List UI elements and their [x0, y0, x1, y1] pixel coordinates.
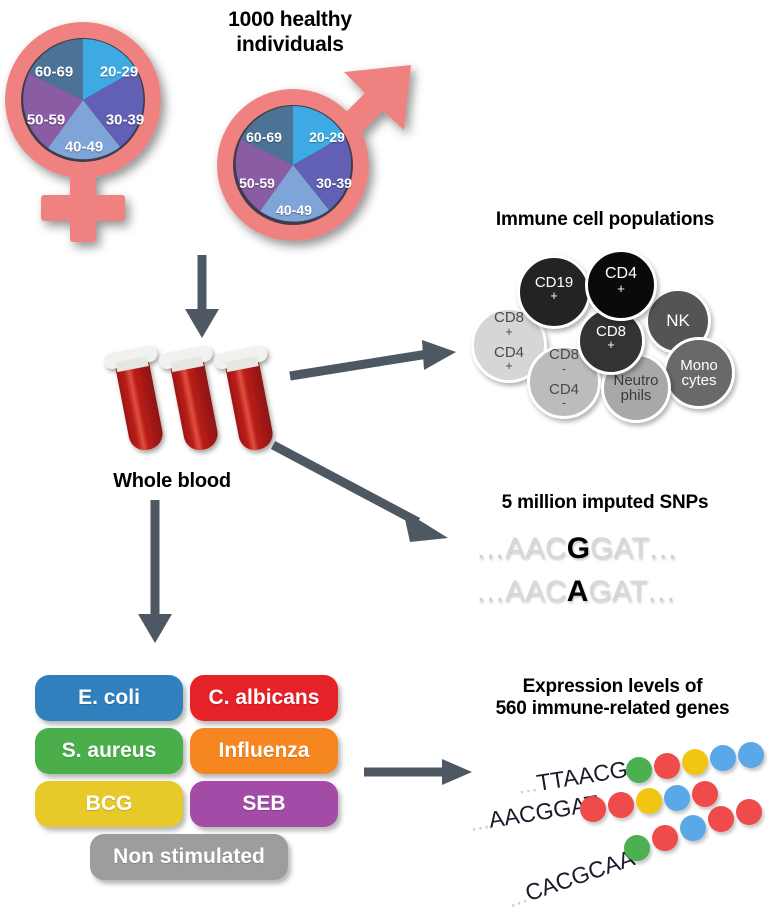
male-pie-label-40-49: 40-49: [276, 202, 312, 218]
snp-row1-variant: G: [566, 532, 591, 565]
stimulation-bcg[interactable]: BCG: [35, 781, 183, 827]
strand-2-bead-4: [664, 785, 690, 811]
expression-title-line2: 560 immune-related genes: [495, 698, 730, 720]
male-pie-label-20-29: 20-29: [309, 129, 345, 145]
male-symbol: 20-29 30-39 40-49 50-59 60-69: [205, 55, 420, 260]
male-age-pie: [235, 106, 352, 222]
cell-label-line1: Mono: [680, 356, 718, 374]
snp-row2-prefix: AAC: [505, 575, 567, 608]
arrow-to-snps: [270, 440, 460, 555]
strand-3-bead-4: [708, 806, 734, 832]
cell-label-line2: CD4 +: [493, 344, 524, 374]
cell-label-line2: CD4-: [548, 381, 579, 411]
snp-title: 5 million imputed SNPs: [501, 492, 709, 513]
arrow-to-immune-cells: [288, 340, 460, 390]
expression-title: Expression levels of 560 immune-related …: [460, 676, 765, 721]
strand-3-bead-3: [680, 815, 706, 841]
stimulation-seb[interactable]: SEB: [190, 781, 338, 827]
snp-leading-dots: ...: [477, 575, 506, 608]
snp-row2-variant: A: [566, 575, 589, 608]
cell-label-line1: CD19 +: [534, 273, 574, 303]
arrow-down-to-blood: [180, 255, 224, 340]
whole-blood-label: Whole blood: [113, 470, 231, 492]
strand-1-bead-4: [710, 745, 736, 771]
strand-1-bead-5: [738, 742, 764, 768]
stimulation-non-stimulated[interactable]: Non stimulated: [90, 834, 288, 880]
strand-3-bead-2: [652, 825, 678, 851]
strand-3-sequence: ...CACGCAA: [504, 844, 638, 913]
strand-2-bead-3: [636, 788, 662, 814]
strand-1-bead-3: [682, 749, 708, 775]
stimulation-influenza[interactable]: Influenza: [190, 728, 338, 774]
stimulation-e-coli[interactable]: E. coli: [35, 675, 183, 721]
snp-row2-suffix: GAT: [588, 575, 648, 608]
immune-cell-cluster: CD8 + CD4 + CD19 + CD4 + CD8 + NK Mono cytes …: [455, 245, 755, 423]
blood-tubes-icon: [96, 335, 296, 460]
female-age-pie: [23, 39, 144, 160]
female-pie-label-50-59: 50-59: [26, 111, 66, 129]
strand-3-bead-1: [624, 835, 650, 861]
male-pie-label-30-39: 30-39: [316, 175, 352, 191]
immune-cell-cd19p: CD19 +: [517, 255, 591, 329]
male-pie-label-60-69: 60-69: [246, 129, 282, 145]
female-pie-label-60-69: 60-69: [34, 63, 74, 81]
cell-label-line2: cytes: [681, 372, 717, 389]
snp-row-1: ...AACGGAT...: [477, 532, 678, 566]
strand-3-bead-5: [736, 799, 762, 825]
strand-1-bead-1: [626, 757, 652, 783]
cell-label-line1: CD8-: [548, 346, 579, 376]
strand-3-bases: CACGCAA: [521, 844, 638, 907]
arrow-to-expression: [364, 755, 474, 789]
immune-cell-populations-title: Immune cell populations: [495, 209, 715, 230]
strand-2-bead-5: [692, 781, 718, 807]
strand-2-bead-2: [608, 792, 634, 818]
snp-row1-suffix: GAT: [590, 532, 650, 565]
stimulation-c-albicans[interactable]: C. albicans: [190, 675, 338, 721]
cell-label-line1: CD4 +: [604, 265, 637, 297]
snp-row1-prefix: AAC: [505, 532, 567, 565]
cohort-title: 1000 healthy individuals: [228, 8, 352, 56]
expression-title-line1: Expression levels of: [522, 676, 703, 697]
stimulation-s-aureus[interactable]: S. aureus: [35, 728, 183, 774]
female-pie-label-30-39: 30-39: [105, 111, 145, 129]
snp-leading-dots: ...: [477, 532, 506, 565]
male-pie-label-50-59: 50-59: [239, 175, 275, 191]
cell-label-line1: Neutro: [613, 371, 659, 389]
female-pie-label-40-49: 40-49: [64, 138, 104, 156]
cell-label-line2: phils: [620, 387, 652, 404]
snp-trailing-dots: ...: [649, 532, 678, 565]
stimulation-panel: E. coli C. albicans S. aureus Influenza …: [30, 675, 350, 895]
cell-label-line1: CD8 +: [595, 322, 626, 352]
female-pie-label-20-29: 20-29: [99, 63, 139, 81]
snp-trailing-dots: ...: [647, 575, 676, 608]
cell-label-line1: NK: [666, 311, 690, 331]
female-symbol: 20-29 30-39 40-49 50-59 60-69: [5, 10, 198, 250]
strand-1-bead-2: [654, 753, 680, 779]
snp-sequences: ...AACGGAT... ...AACAGAT...: [455, 528, 755, 623]
cell-label-line1: CD8 +: [493, 309, 524, 339]
strand-2-bead-1: [580, 796, 606, 822]
immune-cell-cd4p: CD4 +: [585, 249, 657, 321]
immune-cell-monocytes: Mono cytes: [663, 337, 735, 409]
snp-row-2: ...AACAGAT...: [477, 575, 676, 609]
arrow-down-to-stimulations: [133, 500, 177, 645]
expression-strands: ...TTAACGG ...AACGGAT ...CACGCAA: [440, 735, 771, 920]
